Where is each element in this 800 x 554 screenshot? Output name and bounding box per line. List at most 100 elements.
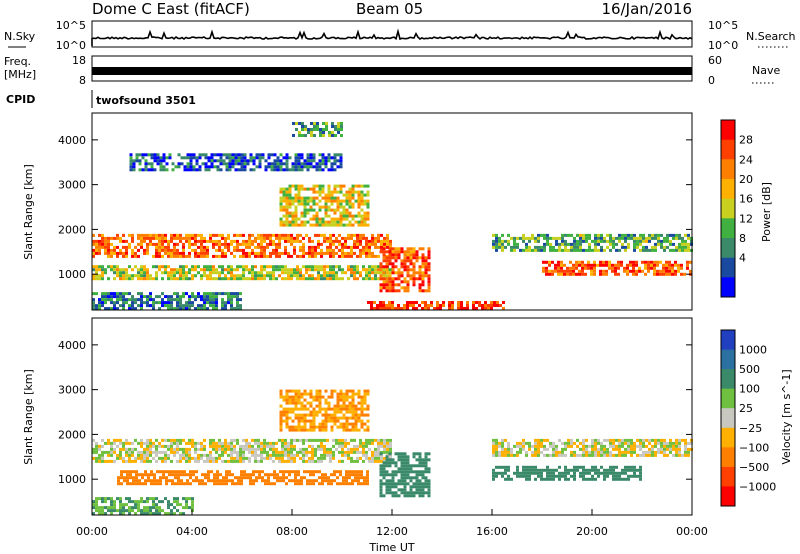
data-cell	[287, 268, 290, 272]
data-cell	[152, 298, 155, 302]
data-cell	[116, 456, 119, 460]
data-cell	[656, 263, 659, 267]
data-cell	[173, 236, 176, 240]
data-cell	[240, 470, 243, 474]
data-cell	[320, 254, 323, 258]
data-cell	[615, 236, 618, 240]
data-cell	[119, 509, 122, 513]
data-cell	[366, 184, 370, 188]
data-cell	[687, 248, 690, 252]
data-cell	[406, 250, 410, 254]
data-cell	[129, 159, 133, 163]
data-cell	[336, 407, 340, 411]
data-cell	[353, 444, 356, 448]
data-cell	[230, 301, 233, 305]
data-cell	[377, 459, 380, 463]
data-cell	[260, 450, 263, 454]
data-cell	[260, 268, 263, 272]
data-cell	[101, 268, 104, 272]
data-cell	[341, 277, 344, 281]
data-cell	[285, 205, 289, 209]
x-tick-label: 16:00	[476, 525, 508, 538]
data-cell	[310, 134, 313, 137]
data-cell	[300, 404, 304, 408]
data-cell	[297, 190, 301, 194]
data-cell	[125, 248, 128, 252]
data-cell	[285, 153, 289, 157]
data-cell	[339, 205, 343, 209]
data-cell	[164, 459, 167, 463]
data-cell	[484, 307, 487, 310]
data-cell	[382, 467, 386, 471]
data-cell	[236, 301, 239, 305]
data-cell	[198, 479, 201, 483]
data-cell	[403, 455, 407, 459]
data-cell	[249, 473, 252, 477]
data-cell	[200, 242, 203, 246]
data-cell	[143, 459, 146, 463]
data-cell	[239, 447, 242, 451]
data-cell	[300, 413, 304, 417]
data-cell	[116, 251, 119, 255]
x-tick-label: 00:00	[676, 525, 708, 538]
data-cell	[317, 265, 320, 269]
data-cell	[356, 271, 359, 275]
data-cell	[507, 233, 510, 237]
data-cell	[303, 413, 307, 417]
data-cell	[406, 307, 409, 310]
data-cell	[344, 239, 347, 243]
data-cell	[101, 506, 104, 510]
data-cell	[549, 236, 552, 240]
data-cell	[564, 453, 567, 457]
data-cell	[248, 245, 251, 249]
data-cell	[406, 274, 410, 278]
data-cell	[354, 428, 358, 432]
data-cell	[632, 263, 635, 267]
data-cell	[110, 444, 113, 448]
data-cell	[412, 307, 415, 310]
data-cell	[116, 497, 119, 501]
data-cell	[158, 239, 161, 243]
data-cell	[270, 473, 273, 477]
data-cell	[597, 468, 600, 472]
data-cell	[285, 208, 289, 212]
data-cell	[159, 479, 162, 483]
data-cell	[155, 497, 158, 501]
data-cell	[350, 254, 353, 258]
data-cell	[134, 301, 137, 305]
data-cell	[243, 156, 247, 160]
data-cell	[257, 459, 260, 463]
data-cell	[388, 247, 392, 251]
data-cell	[678, 236, 681, 240]
data-cell	[129, 168, 133, 172]
data-cell	[149, 239, 152, 243]
data-cell	[303, 165, 307, 169]
data-cell	[519, 248, 522, 252]
data-cell	[294, 199, 298, 203]
data-cell	[159, 162, 163, 166]
data-cell	[329, 277, 332, 281]
data-cell	[258, 162, 262, 166]
data-cell	[104, 292, 107, 296]
data-cell	[356, 450, 359, 454]
data-cell	[356, 245, 359, 249]
data-cell	[285, 416, 289, 420]
data-cell	[221, 277, 224, 281]
data-cell	[380, 233, 383, 237]
data-cell	[98, 459, 101, 463]
data-cell	[107, 242, 110, 246]
data-cell	[323, 236, 326, 240]
data-cell	[167, 245, 170, 249]
data-cell	[107, 438, 110, 442]
data-cell	[312, 196, 316, 200]
data-cell	[158, 295, 161, 299]
data-cell	[219, 162, 223, 166]
data-cell	[648, 233, 651, 237]
data-cell	[218, 245, 221, 249]
data-cell	[633, 468, 636, 472]
data-cell	[288, 193, 292, 197]
data-cell	[525, 477, 528, 481]
data-cell	[333, 410, 337, 414]
data-cell	[336, 196, 340, 200]
data-cell	[200, 298, 203, 302]
